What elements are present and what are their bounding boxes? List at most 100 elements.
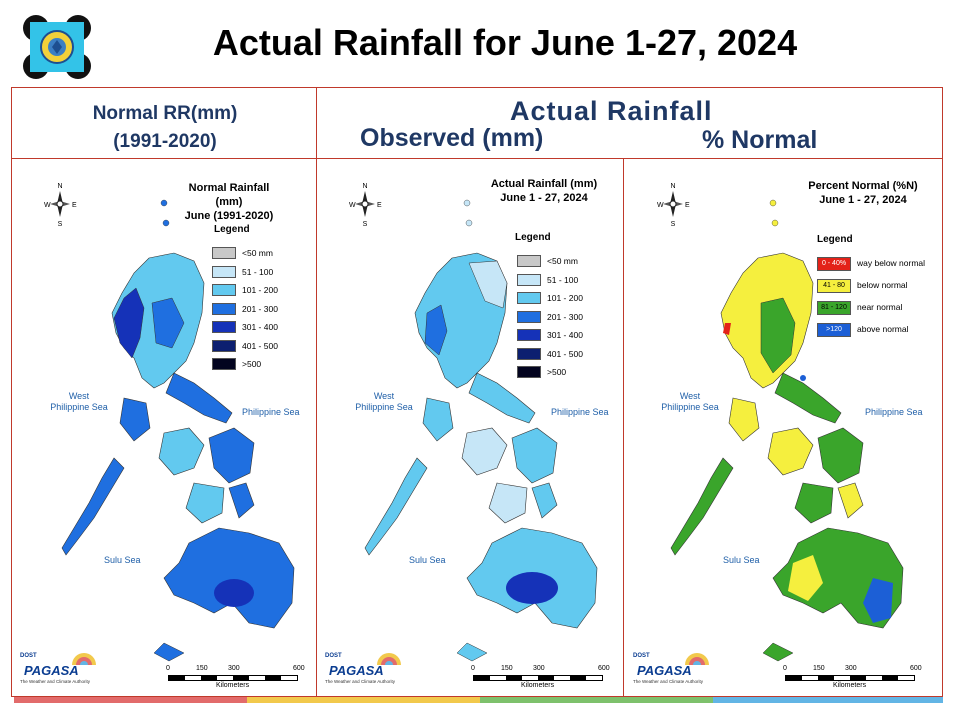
scale-tick: 600 — [910, 665, 922, 672]
sea-label-line: Philippine Sea — [355, 402, 413, 412]
legend-swatch — [517, 273, 541, 286]
legend-swatch: 81 - 120 — [817, 301, 851, 315]
svg-text:S: S — [671, 221, 676, 227]
svg-text:E: E — [377, 202, 382, 209]
sea-label-line: Philippine Sea — [50, 402, 108, 412]
sea-label-line: West — [679, 391, 701, 401]
map-title-line2: June 1 - 27, 2024 — [500, 192, 588, 204]
percent-normal-header: % Normal — [702, 126, 818, 154]
compass-rose-icon: N S W E — [44, 183, 77, 227]
philippines-map — [61, 199, 295, 662]
actual-rainfall-map-panel: N S W E Actual Rainfall (mm) June 1 - 27… — [319, 163, 619, 693]
legend-label: near normal — [857, 302, 903, 312]
scale-bar: 0 150 300 600 Kilometers — [166, 665, 306, 691]
legend-swatch — [212, 265, 236, 278]
legend-swatch — [517, 292, 541, 304]
svg-text:N: N — [362, 183, 367, 190]
legend-label: <50 mm — [242, 248, 273, 258]
pagasa-top-text: DOST — [325, 653, 342, 659]
scale-tick: 300 — [533, 665, 545, 672]
pagasa-logo: DOST PAGASA The Weather and Climate Auth… — [633, 653, 713, 689]
philippines-map — [364, 199, 598, 662]
west-philippine-sea-label: West Philippine Sea — [645, 391, 735, 413]
scale-tick: 600 — [293, 665, 305, 672]
philippines-map — [670, 199, 904, 662]
legend-label: 51 - 100 — [242, 266, 274, 277]
scale-unit: Kilometers — [833, 682, 867, 689]
map-title-line2: June (1991-2020) — [184, 210, 274, 222]
svg-text:N: N — [670, 183, 675, 190]
column-divider-1 — [316, 87, 317, 697]
page-title: Actual Rainfall for June 1-27, 2024 — [212, 22, 798, 63]
legend-swatch — [212, 321, 236, 333]
compass-rose-icon: N S W E — [657, 183, 690, 227]
west-philippine-sea-label: West Philippine Sea — [34, 391, 124, 413]
legend-label: 301 - 400 — [547, 330, 583, 340]
sulu-sea-label: Sulu Sea — [104, 555, 141, 565]
legend-swatch — [212, 247, 236, 259]
map-title: Normal Rainfall (mm) June (1991-2020) — [174, 181, 284, 223]
scale-tick: 150 — [501, 665, 513, 672]
normal-rainfall-header: Normal RR(mm) (1991-2020) — [40, 100, 290, 156]
scale-bar: 0 150 300 600 Kilometers — [471, 665, 611, 691]
legend-title: Legend — [515, 232, 551, 243]
normal-header-line1: Normal RR(mm) — [92, 103, 238, 124]
legend-swatch — [212, 302, 236, 315]
normal-rainfall-map-panel: N S W E Normal Rainfall (mm) June (1991-… — [14, 163, 314, 693]
legend-swatch: 41 - 80 — [817, 279, 851, 293]
scale-tick: 300 — [228, 665, 240, 672]
rainbow-umbrella-icon — [72, 653, 96, 665]
content-frame — [11, 87, 943, 697]
scale-tick: 0 — [471, 665, 475, 672]
scale-unit: Kilometers — [521, 682, 555, 689]
legend-swatch — [517, 329, 541, 341]
legend-label: >500 — [547, 367, 567, 377]
scale-tick: 300 — [845, 665, 857, 672]
legend-label: 101 - 200 — [547, 293, 583, 303]
svg-text:W: W — [349, 202, 356, 209]
pagasa-wordmark: PAGASA — [637, 663, 692, 678]
rainbow-umbrella-icon — [377, 653, 401, 665]
legend-title: Legend — [214, 224, 250, 235]
svg-text:N: N — [57, 183, 62, 190]
sea-label-line: West — [68, 391, 90, 401]
svg-text:E: E — [72, 202, 77, 209]
legend-swatch — [517, 366, 541, 378]
footer-stripe — [14, 697, 247, 703]
sea-label-line: Philippine Sea — [661, 402, 719, 412]
sulu-sea-label: Sulu Sea — [409, 555, 446, 565]
scale-bar: 0 150 300 600 Kilometers — [783, 665, 923, 691]
footer-stripe — [247, 697, 480, 703]
legend-label: way below normal — [857, 258, 926, 268]
column-divider-2 — [623, 158, 624, 697]
pagasa-wordmark: PAGASA — [24, 663, 79, 678]
philippine-sea-label: Philippine Sea — [551, 407, 609, 417]
rainbow-umbrella-icon — [685, 653, 709, 665]
legend-label: 51 - 100 — [547, 274, 579, 285]
legend-swatch — [517, 255, 541, 267]
svg-text:S: S — [58, 221, 63, 227]
west-philippine-sea-label: West Philippine Sea — [339, 391, 429, 413]
svg-text:S: S — [363, 221, 368, 227]
scale-tick: 150 — [196, 665, 208, 672]
pagasa-wordmark: PAGASA — [329, 663, 384, 678]
legend-swatch — [212, 339, 236, 352]
legend-label: 401 - 500 — [242, 340, 278, 351]
footer-stripe — [480, 697, 713, 703]
svg-text:W: W — [657, 202, 664, 209]
pagasa-tagline: The Weather and Climate Authority — [20, 679, 90, 684]
pagasa-logo: DOST PAGASA The Weather and Climate Auth… — [325, 653, 405, 689]
legend-swatch: 0 - 40% — [817, 257, 851, 271]
map-title-line1: Actual Rainfall (mm) — [490, 178, 598, 190]
map-title: Actual Rainfall (mm) June 1 - 27, 2024 — [489, 177, 599, 205]
sea-label-line: West — [373, 391, 395, 401]
map-title-line1: Normal Rainfall (mm) — [188, 182, 270, 208]
legend-label: above normal — [857, 324, 909, 334]
legend-swatch — [212, 358, 236, 370]
normal-header-line2: (1991-2020) — [113, 131, 217, 152]
svg-text:E: E — [685, 202, 690, 209]
actual-rainfall-header: Actual Rainfall — [510, 96, 713, 126]
map-title-line2: June 1 - 27, 2024 — [819, 194, 907, 206]
pagasa-seal-logo — [23, 15, 91, 79]
legend-label: <50 mm — [547, 256, 578, 266]
